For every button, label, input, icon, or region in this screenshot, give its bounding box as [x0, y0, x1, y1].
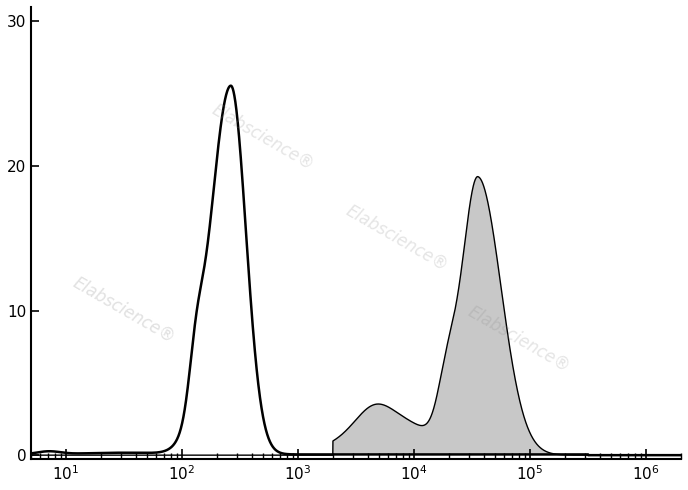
Text: Elabscience®: Elabscience® [343, 202, 451, 275]
Text: Elabscience®: Elabscience® [69, 274, 178, 347]
Text: Elabscience®: Elabscience® [209, 100, 318, 173]
Text: Elabscience®: Elabscience® [464, 303, 573, 376]
